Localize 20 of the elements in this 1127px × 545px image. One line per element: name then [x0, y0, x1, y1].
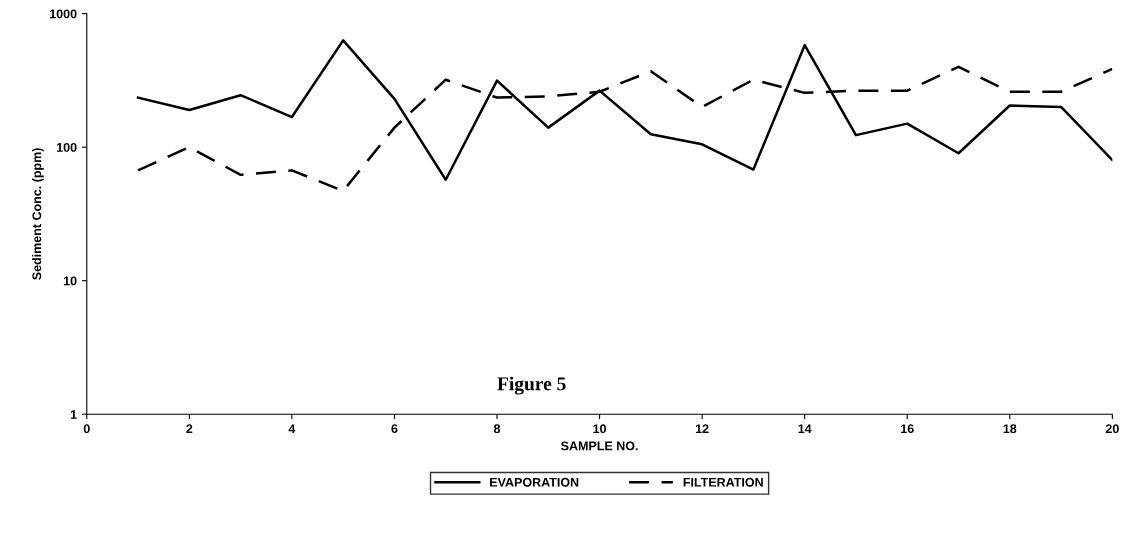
x-tick-label: 16	[901, 424, 914, 434]
annotation: Figure 5	[497, 376, 566, 395]
y-tick-label: 10	[63, 276, 77, 286]
legend-label: EVAPORATION	[490, 477, 579, 487]
x-tick-label: 10	[593, 424, 606, 434]
x-tick-label: 2	[186, 424, 193, 433]
x-tick-label: 12	[695, 424, 709, 433]
y-tick-label: 1000	[50, 9, 77, 19]
x-tick-label: 8	[493, 424, 501, 434]
y-tick-label: 1	[70, 410, 77, 419]
x-tick-label: 4	[288, 424, 296, 433]
x-tick-label: 0	[83, 424, 90, 434]
x-tick-label: 20	[1105, 424, 1119, 434]
x-tick-label: 18	[1003, 424, 1017, 434]
x-axis-title: SAMPLE NO.	[561, 441, 638, 451]
legend-label: FILTERATION	[683, 477, 763, 487]
x-tick-label: 14	[798, 424, 812, 433]
y-axis-title: Sediment Conc. (ppm)	[32, 148, 44, 280]
x-tick-label: 6	[391, 424, 398, 434]
y-tick-label: 100	[56, 142, 77, 152]
